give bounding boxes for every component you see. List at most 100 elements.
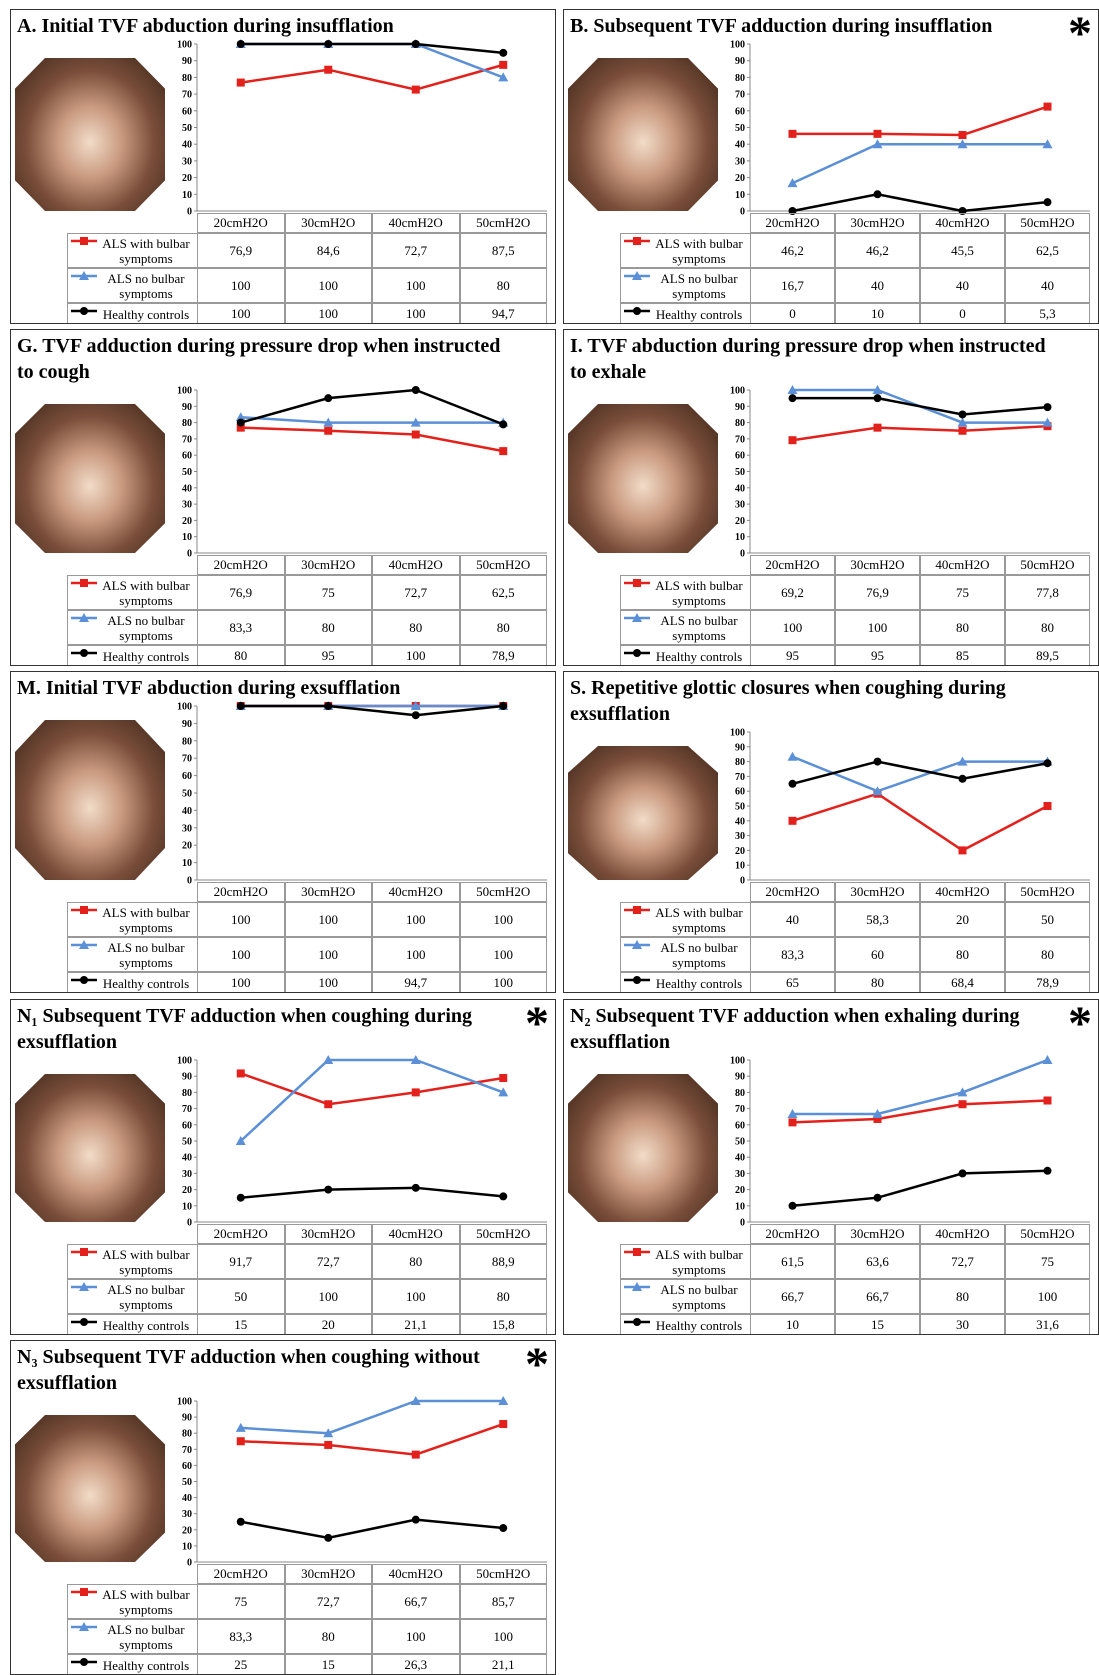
y-tick-label: 30 [182,823,192,834]
legend-key [624,906,650,914]
legend-entry: ALS no bulbar symptoms [67,1619,197,1654]
marker [957,139,968,149]
data-label: 58,3 [835,902,920,937]
chart: 0 10 20 30 40 50 60 70 80 90 100 [177,386,547,560]
y-tick-label: 90 [735,742,745,753]
legend-entry: ALS no bulbar symptoms [620,268,750,303]
data-label: 95 [835,645,920,665]
data-label: 100 [197,937,285,972]
y-tick-label: 70 [735,1104,745,1115]
y-tick-label: 50 [735,1137,745,1148]
data-label: 100 [372,268,460,303]
marker [958,410,967,419]
marker [957,756,968,766]
marker [499,48,508,57]
data-label: 100 [197,303,285,323]
legend-label: Healthy controls [655,306,743,322]
marker [324,1100,333,1109]
y-tick-label: 100 [177,40,192,51]
marker [1043,802,1052,810]
marker [1042,139,1053,149]
legend-entry: ALS with bulbar symptoms [620,575,750,610]
y-tick-label: 90 [182,402,192,413]
marker [957,417,968,427]
marker [498,1396,509,1405]
legend-entry: Healthy controls [67,1654,197,1674]
legend-entry: ALS with bulbar symptoms [620,1244,750,1279]
legend-key [624,976,650,984]
y-tick-label: 70 [182,90,192,101]
x-tick-label: 30cmH2O [284,882,372,902]
data-label: 72,7 [284,1584,372,1619]
y-tick-label: 80 [182,736,192,747]
marker [633,906,641,914]
marker [80,1658,88,1666]
x-tick-label: 30cmH2O [835,882,920,902]
marker [1043,403,1052,412]
legend-entry: ALS with bulbar symptoms [620,902,750,937]
x-tick-label: 50cmH2O [1005,882,1090,902]
x-tick-label: 20cmH2O [750,213,835,233]
legend-entry: ALS with bulbar symptoms [620,233,750,268]
data-label: 72,7 [372,233,460,268]
data-label: 69,2 [750,575,835,610]
data-label: 80 [459,1279,547,1314]
marker [873,1193,882,1202]
data-label: 80 [835,972,920,992]
x-tick-label: 30cmH2O [284,1224,372,1244]
x-tick-label: 20cmH2O [197,213,285,233]
y-tick-label: 20 [735,1185,745,1196]
marker [410,1396,421,1405]
photo [15,404,165,553]
chart: 0 10 20 30 40 50 60 70 80 90 100 [730,1055,1090,1229]
legend-key [71,1622,97,1631]
y-tick-label: 20 [182,1185,192,1196]
data-label: 80 [1005,610,1090,645]
photo [568,746,718,880]
data-label: 85 [920,645,1005,665]
x-tick-label: 30cmH2O [284,213,372,233]
data-label: 50 [197,1279,285,1314]
legend-label: Healthy controls [102,1317,190,1333]
legend-key [71,1282,97,1291]
chart: 0 10 20 30 40 50 60 70 80 90 100 [730,728,1090,887]
marker [236,1193,245,1202]
legend-label: ALS with bulbar symptoms [655,1246,743,1277]
y-tick-label: 90 [182,719,192,730]
marker [411,430,420,439]
marker [79,1282,89,1291]
legend-label: ALS with bulbar symptoms [102,1246,190,1277]
marker [80,307,88,315]
y-tick-label: 100 [730,40,745,51]
marker [633,307,641,315]
legend-label: ALS with bulbar symptoms [655,577,743,608]
y-tick-label: 20 [735,173,745,184]
y-tick-label: 0 [187,207,192,218]
y-tick-label: 80 [735,418,745,429]
marker [80,976,88,984]
series-line [792,396,1048,416]
annotation: * [525,1340,549,1391]
legend-key [71,1658,97,1666]
y-tick-label: 40 [182,1493,192,1504]
y-tick-label: 80 [735,757,745,768]
y-tick-label: 100 [177,386,192,397]
marker [411,85,420,94]
legend-entry: ALS no bulbar symptoms [620,610,750,645]
panel-title: I. TVF abduction during pressure drop wh… [570,335,1046,383]
legend-key [71,271,97,280]
marker [872,1108,883,1118]
series-line [792,1058,1048,1116]
x-tick-label: 50cmH2O [459,213,547,233]
marker [788,1118,797,1127]
legend-label: ALS no bulbar symptoms [107,270,185,301]
x-tick-label: 30cmH2O [284,1564,372,1584]
panel-title: N₁ Subsequent TVF adduction when coughin… [17,1005,473,1053]
annotation: * [1068,999,1092,1050]
x-tick-label: 30cmH2O [835,213,920,233]
marker [788,394,797,403]
x-tick-label: 40cmH2O [372,1224,460,1244]
data-label: 94,7 [372,972,460,992]
data-label: 80 [920,610,1005,645]
